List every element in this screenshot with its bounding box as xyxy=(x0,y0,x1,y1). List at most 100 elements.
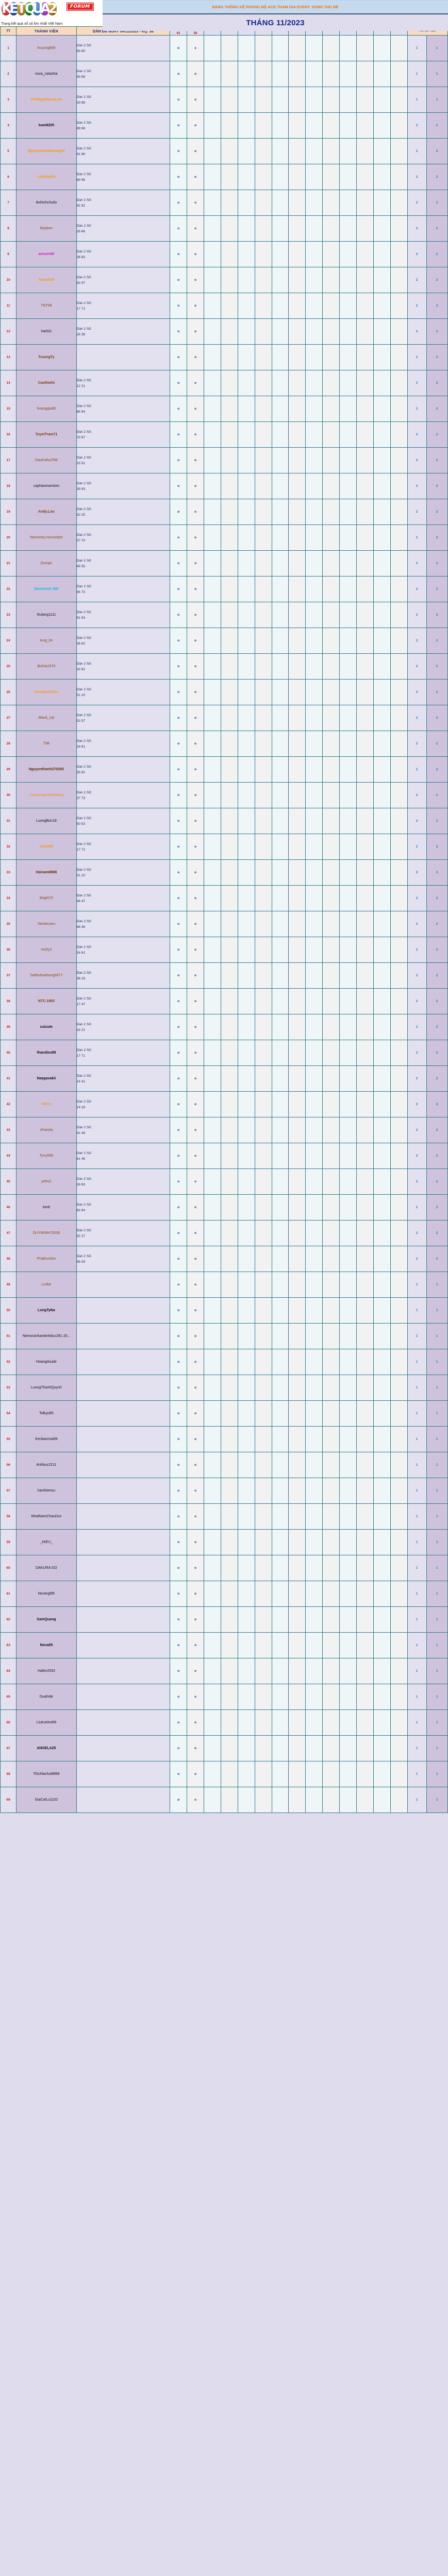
day-cell[interactable] xyxy=(322,988,340,1014)
day-cell[interactable] xyxy=(339,421,357,448)
day-cell[interactable]: o xyxy=(187,550,204,577)
day-cell[interactable] xyxy=(288,1220,306,1246)
day-cell[interactable] xyxy=(271,653,289,680)
day-cell[interactable] xyxy=(220,1117,238,1143)
day-cell[interactable] xyxy=(288,1658,306,1684)
day-cell[interactable] xyxy=(305,988,323,1014)
day-cell[interactable] xyxy=(373,628,391,654)
day-cell[interactable] xyxy=(204,1117,221,1143)
day-cell[interactable] xyxy=(204,1065,221,1092)
day-cell[interactable] xyxy=(288,679,306,705)
day-cell[interactable] xyxy=(339,731,357,757)
day-cell[interactable] xyxy=(373,1426,391,1452)
day-cell[interactable] xyxy=(356,241,374,267)
day-cell[interactable]: o xyxy=(187,1014,204,1040)
day-cell[interactable] xyxy=(390,1143,408,1169)
day-cell[interactable]: o xyxy=(170,524,188,551)
day-cell[interactable]: o xyxy=(187,87,204,113)
day-cell[interactable] xyxy=(373,1014,391,1040)
member-name-cell[interactable]: yeho2 xyxy=(16,1168,77,1195)
day-cell[interactable] xyxy=(288,1091,306,1117)
day-cell[interactable] xyxy=(237,1117,255,1143)
day-cell[interactable] xyxy=(288,1581,306,1607)
day-cell[interactable]: o xyxy=(170,1297,188,1324)
day-cell[interactable] xyxy=(288,782,306,808)
day-cell[interactable] xyxy=(356,834,374,860)
day-cell[interactable] xyxy=(339,1375,357,1401)
day-cell[interactable] xyxy=(305,576,323,602)
day-cell[interactable] xyxy=(254,834,272,860)
day-cell[interactable] xyxy=(220,396,238,422)
day-cell[interactable]: o xyxy=(187,293,204,319)
day-cell[interactable] xyxy=(237,1194,255,1221)
day-cell[interactable] xyxy=(288,1349,306,1375)
day-cell[interactable] xyxy=(305,1606,323,1633)
day-cell[interactable] xyxy=(356,499,374,525)
day-cell[interactable] xyxy=(288,1297,306,1324)
day-cell[interactable] xyxy=(204,602,221,628)
member-name-cell[interactable]: Vanducyeu xyxy=(16,911,77,937)
day-cell[interactable] xyxy=(390,679,408,705)
day-cell[interactable] xyxy=(271,885,289,911)
day-cell[interactable] xyxy=(356,1220,374,1246)
day-cell[interactable] xyxy=(204,421,221,448)
day-cell[interactable] xyxy=(390,215,408,242)
day-cell[interactable] xyxy=(305,628,323,654)
day-cell[interactable]: o xyxy=(187,1606,204,1633)
day-cell[interactable] xyxy=(288,1323,306,1349)
day-cell[interactable] xyxy=(305,1555,323,1581)
day-cell[interactable]: o xyxy=(187,602,204,628)
day-cell[interactable] xyxy=(254,1143,272,1169)
day-cell[interactable] xyxy=(339,756,357,783)
day-cell[interactable] xyxy=(356,1581,374,1607)
day-cell[interactable] xyxy=(288,1761,306,1787)
day-cell[interactable] xyxy=(390,1375,408,1401)
day-cell[interactable]: o xyxy=(170,1272,188,1298)
day-cell[interactable] xyxy=(254,164,272,190)
day-cell[interactable] xyxy=(220,731,238,757)
day-cell[interactable] xyxy=(373,112,391,139)
day-cell[interactable] xyxy=(322,293,340,319)
day-cell[interactable] xyxy=(204,370,221,396)
day-cell[interactable] xyxy=(271,396,289,422)
day-cell[interactable] xyxy=(237,1400,255,1427)
day-cell[interactable] xyxy=(305,293,323,319)
day-cell[interactable] xyxy=(390,1065,408,1092)
day-cell[interactable] xyxy=(305,215,323,242)
day-cell[interactable] xyxy=(254,241,272,267)
day-cell[interactable] xyxy=(322,421,340,448)
day-cell[interactable] xyxy=(356,35,374,61)
day-cell[interactable] xyxy=(288,937,306,963)
day-cell[interactable] xyxy=(390,370,408,396)
day-cell[interactable] xyxy=(254,318,272,345)
day-cell[interactable] xyxy=(204,962,221,989)
day-cell[interactable] xyxy=(271,1478,289,1504)
day-cell[interactable] xyxy=(237,859,255,886)
day-cell[interactable] xyxy=(322,550,340,577)
day-cell[interactable]: o xyxy=(170,1632,188,1658)
day-cell[interactable]: o xyxy=(170,267,188,293)
day-cell[interactable] xyxy=(204,1606,221,1633)
day-cell[interactable] xyxy=(254,1014,272,1040)
day-cell[interactable] xyxy=(271,1297,289,1324)
day-cell[interactable] xyxy=(356,421,374,448)
day-cell[interactable] xyxy=(373,602,391,628)
day-cell[interactable]: o xyxy=(170,1684,188,1710)
day-cell[interactable] xyxy=(288,1065,306,1092)
day-cell[interactable] xyxy=(220,447,238,473)
day-cell[interactable] xyxy=(305,318,323,345)
day-cell[interactable] xyxy=(305,524,323,551)
day-cell[interactable] xyxy=(288,344,306,370)
day-cell[interactable] xyxy=(288,885,306,911)
day-cell[interactable] xyxy=(204,628,221,654)
day-cell[interactable] xyxy=(305,885,323,911)
day-cell[interactable] xyxy=(271,293,289,319)
day-cell[interactable] xyxy=(288,87,306,113)
day-cell[interactable] xyxy=(288,1787,306,1813)
day-cell[interactable] xyxy=(237,1503,255,1530)
day-cell[interactable] xyxy=(288,318,306,345)
day-cell[interactable] xyxy=(356,1658,374,1684)
day-cell[interactable] xyxy=(204,1168,221,1195)
day-cell[interactable]: o xyxy=(187,937,204,963)
day-cell[interactable]: o xyxy=(187,705,204,731)
